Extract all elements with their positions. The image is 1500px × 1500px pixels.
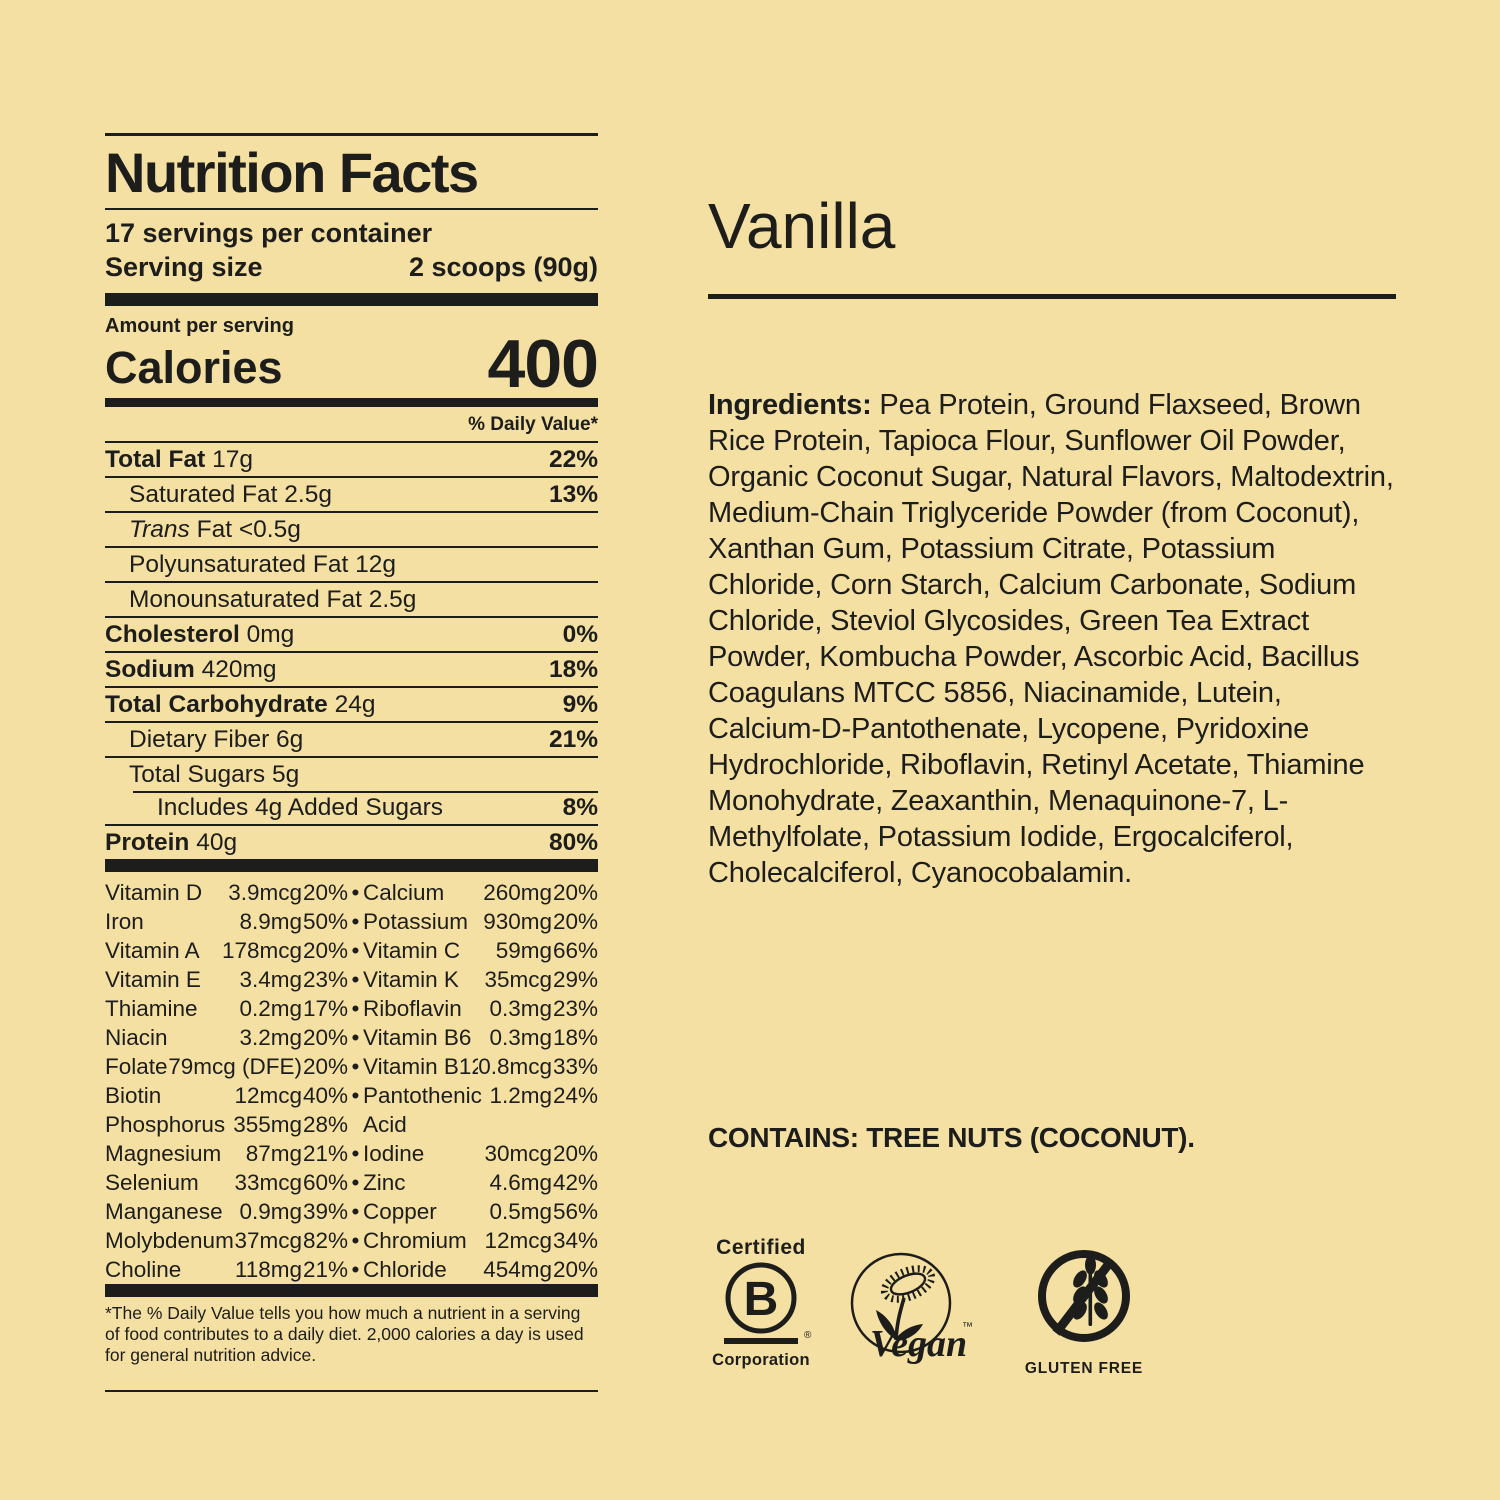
panel-bottom-rule <box>105 1390 598 1392</box>
thick-bar <box>105 293 598 306</box>
micronutrient-row: Folate 79mcg (DFE) 20% • Vitamin B12 0.8mcg 33… <box>105 1054 598 1079</box>
micronutrient-rows: Vitamin D 3.9mcg 20% • Calcium 260mg 20% Iron 8.… <box>105 872 598 1284</box>
micronutrient-row: Vitamin D 3.9mcg 20% • Calcium 260mg 20% <box>105 880 598 905</box>
thick-bar <box>105 1284 598 1297</box>
nutrient-row: Total Fat 17g 22% <box>105 441 598 476</box>
ingredients-text: Pea Protein, Ground Flaxseed, Brown Rice… <box>708 389 1394 889</box>
nutrient-row: Protein 40g 80% <box>105 824 598 859</box>
serving-size-label: Serving size <box>105 252 263 282</box>
micronutrient-row: Vitamin A 178mcg 20% • Vitamin C 59mg 66% <box>105 938 598 963</box>
bcorp-corporation-label: Corporation <box>712 1351 810 1369</box>
micronutrient-row: Thiamine 0.2mg 17% • Riboflavin 0.3mg 23% <box>105 996 598 1021</box>
nutrient-row: Includes 4g Added Sugars 8% <box>105 791 598 824</box>
servings-per-container: 17 servings per container <box>105 218 433 248</box>
calories-label: Calories <box>105 342 283 393</box>
flavor-title-rule <box>708 294 1396 299</box>
certification-badges: Certified B ® Corporation Vegan ™ <box>708 1236 1144 1380</box>
vegan-stem <box>894 1297 906 1341</box>
ingredients-paragraph: Ingredients: Pea Protein, Ground Flaxsee… <box>708 387 1396 891</box>
micronutrient-row: Niacin 3.2mg 20% • Vitamin B6 0.3mg 18% <box>105 1025 598 1050</box>
calories-row: Calories 400 <box>105 326 599 402</box>
micronutrient-row: Magnesium 87mg 21% • Iodine 30mcg 20% <box>105 1141 598 1166</box>
micronutrient-row: Biotin 12mcg 40% • Pantothenic 1.2mg 24% <box>105 1083 598 1108</box>
micronutrient-row: Choline 118mg 21% • Chloride 454mg 20% <box>105 1257 598 1282</box>
vegan-circle <box>850 1252 952 1354</box>
micronutrient-row: Phosphorus 355mg 28% Acid <box>105 1112 407 1137</box>
ingredients-label: Ingredients: <box>708 389 872 421</box>
flavor-title: Vanilla <box>708 190 896 262</box>
micronutrient-row: Vitamin E 3.4mg 23% • Vitamin K 35mcg 29% <box>105 967 598 992</box>
gluten-free-slash <box>1052 1258 1115 1336</box>
nutrient-row: Trans Fat <0.5g <box>105 511 598 546</box>
daily-value-footnote: *The % Daily Value tells you how much a … <box>105 1303 584 1365</box>
vegan-icon: Vegan ™ <box>838 1248 978 1370</box>
daily-value-header: % Daily Value* <box>468 414 598 435</box>
vegan-trademark: ™ <box>962 1321 973 1333</box>
vegan-leaf-left <box>876 1310 896 1340</box>
gluten-free-circle <box>1038 1250 1130 1342</box>
nutrition-facts-title: Nutrition Facts <box>105 141 479 204</box>
bcorp-certified-label: Certified <box>716 1236 806 1259</box>
amount-per-serving-label: Amount per serving <box>105 315 294 337</box>
micronutrient-row: Selenium 33mcg 60% • Zinc 4.6mg 42% <box>105 1170 598 1195</box>
divider <box>105 208 598 210</box>
calories-value: 400 <box>487 326 599 402</box>
nutrition-facts-panel: Nutrition Facts 17 servings per containe… <box>105 133 599 1392</box>
vegan-leaf-right <box>896 1324 923 1341</box>
nutrient-rows: Total Fat 17g 22% Saturated Fat 2.5g 13% Tra… <box>105 441 598 859</box>
bcorp-circle <box>725 1262 797 1334</box>
nutrient-row: Polyunsaturated Fat 12g <box>105 546 598 581</box>
nutrient-row: Dietary Fiber 6g 21% <box>105 721 598 756</box>
vegan-sunflower-head <box>880 1265 936 1303</box>
allergen-statement: CONTAINS: TREE NUTS (COCONUT). <box>708 1122 1195 1153</box>
serving-size-row: Serving size 2 scoops (90g) <box>105 249 598 293</box>
serving-size-value: 2 scoops (90g) <box>408 252 598 282</box>
bcorp-bar <box>724 1338 798 1344</box>
nutrient-row: Saturated Fat 2.5g 13% <box>105 476 598 511</box>
nutrient-row: Total Sugars 5g <box>105 756 598 791</box>
nutrient-row: Monounsaturated Fat 2.5g <box>105 581 598 616</box>
flavor-info-column: Vanilla Ingredients: Pea Protein, Ground… <box>708 0 1398 1500</box>
vegan-wordmark: Vegan <box>870 1323 967 1365</box>
micronutrient-row: Iron 8.9mg 50% • Potassium 930mg 20% <box>105 909 598 934</box>
bcorp-registered-mark: ® <box>804 1330 812 1341</box>
nutrient-row: Cholesterol 0mg 0% <box>105 616 598 651</box>
micronutrient-row: Manganese 0.9mg 39% • Copper 0.5mg 56% <box>105 1199 598 1224</box>
gluten-free-label: GLUTEN FREE <box>1025 1360 1143 1377</box>
b-corp-certified-icon: Certified B ® Corporation <box>708 1236 814 1372</box>
thick-bar <box>105 398 598 407</box>
thick-bar <box>105 859 598 872</box>
nutrient-row: Total Carbohydrate 24g 9% <box>105 686 598 721</box>
panel-top-rule <box>105 133 598 136</box>
nutrient-row: Sodium 420mg 18% <box>105 651 598 686</box>
micronutrient-row: Molybdenum 37mcg 82% • Chromium 12mcg 34% <box>105 1228 598 1253</box>
bcorp-letter: B <box>744 1273 779 1326</box>
gluten-free-icon: GLUTEN FREE <box>1024 1246 1144 1380</box>
